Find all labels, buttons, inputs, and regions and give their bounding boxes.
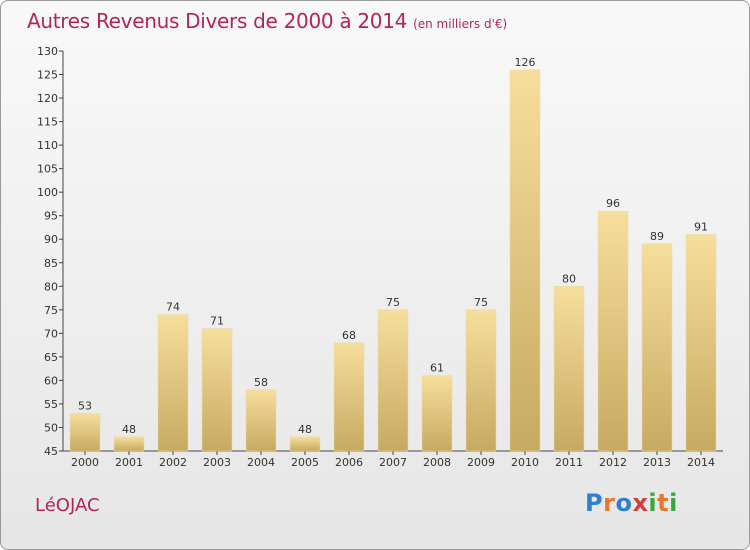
bar-2004 (245, 389, 277, 452)
x-tick-label-2013: 2013 (643, 456, 671, 469)
y-tick-label: 65 (44, 351, 58, 364)
logo-letter: x (632, 489, 649, 517)
x-tick-label-2014: 2014 (687, 456, 715, 469)
bar-2010 (509, 69, 541, 452)
bar-2009 (465, 309, 497, 452)
y-tick-label: 70 (44, 327, 58, 340)
data-label-2009: 75 (474, 296, 488, 309)
y-tick-label: 120 (37, 92, 58, 105)
y-tick-label: 55 (44, 398, 58, 411)
x-tick-label-2012: 2012 (599, 456, 627, 469)
y-tick-label: 45 (44, 445, 58, 458)
y-tick-label: 60 (44, 374, 58, 387)
bar-2003 (201, 328, 233, 452)
data-label-2002: 74 (166, 301, 180, 314)
x-tick-label-2007: 2007 (379, 456, 407, 469)
chart-title: Autres Revenus Divers de 2000 à 2014 (27, 9, 408, 33)
y-tick-label: 100 (37, 186, 58, 199)
x-tick-label-2009: 2009 (467, 456, 495, 469)
data-label-2005: 48 (298, 423, 312, 436)
bar-2011 (553, 286, 585, 452)
x-tick-label-2004: 2004 (247, 456, 275, 469)
data-label-2007: 75 (386, 296, 400, 309)
y-tick-label: 105 (37, 163, 58, 176)
data-label-2001: 48 (122, 423, 136, 436)
data-label-2012: 96 (606, 197, 620, 210)
x-tick-label-2010: 2010 (511, 456, 539, 469)
logo-letter: i (669, 489, 678, 517)
bar-2006 (333, 342, 365, 452)
data-label-2013: 89 (650, 230, 664, 243)
logo-letter: i (648, 489, 658, 517)
bar-2000 (69, 413, 101, 452)
bar-2013 (641, 243, 673, 452)
y-tick-label: 115 (37, 116, 58, 129)
bar-2012 (597, 210, 629, 452)
data-label-2003: 71 (210, 315, 224, 328)
bar-2005 (289, 436, 321, 452)
x-tick-label-2000: 2000 (71, 456, 99, 469)
data-label-2004: 58 (254, 376, 268, 389)
bar-2008 (421, 375, 453, 452)
y-tick-label: 90 (44, 233, 58, 246)
x-tick-label-2005: 2005 (291, 456, 319, 469)
x-tick-label-2008: 2008 (423, 456, 451, 469)
data-label-2008: 61 (430, 362, 444, 375)
y-tick-label: 75 (44, 304, 58, 317)
y-tick-label: 110 (37, 139, 58, 152)
data-label-2006: 68 (342, 329, 356, 342)
commune-name: LéOJAC (35, 495, 100, 516)
bar-2001 (113, 436, 145, 452)
proxiti-logo[interactable]: Proxiti (585, 489, 678, 517)
logo-letter: r (603, 489, 616, 517)
chart-title-row: Autres Revenus Divers de 2000 à 2014 (en … (27, 9, 507, 33)
y-tick-label: 85 (44, 257, 58, 270)
bar-2014 (685, 234, 717, 452)
x-tick-label-2001: 2001 (115, 456, 143, 469)
x-tick-label-2003: 2003 (203, 456, 231, 469)
data-label-2010: 126 (515, 56, 536, 69)
y-tick-label: 95 (44, 210, 58, 223)
data-label-2000: 53 (78, 399, 92, 412)
data-label-2014: 91 (694, 221, 708, 234)
y-tick-label: 130 (37, 45, 58, 58)
chart-subtitle: (en milliers d'€) (413, 17, 508, 31)
logo-letter: P (585, 489, 604, 517)
y-tick-label: 125 (37, 69, 58, 82)
x-tick-label-2006: 2006 (335, 456, 363, 469)
logo-letter: t (657, 489, 670, 517)
x-tick-label-2011: 2011 (555, 456, 583, 469)
bar-2002 (157, 314, 189, 452)
y-tick-label: 50 (44, 421, 58, 434)
data-label-2011: 80 (562, 272, 576, 285)
y-tick-label: 80 (44, 280, 58, 293)
x-tick-label-2002: 2002 (159, 456, 187, 469)
bar-2007 (377, 309, 409, 452)
logo-letter: o (615, 489, 633, 517)
